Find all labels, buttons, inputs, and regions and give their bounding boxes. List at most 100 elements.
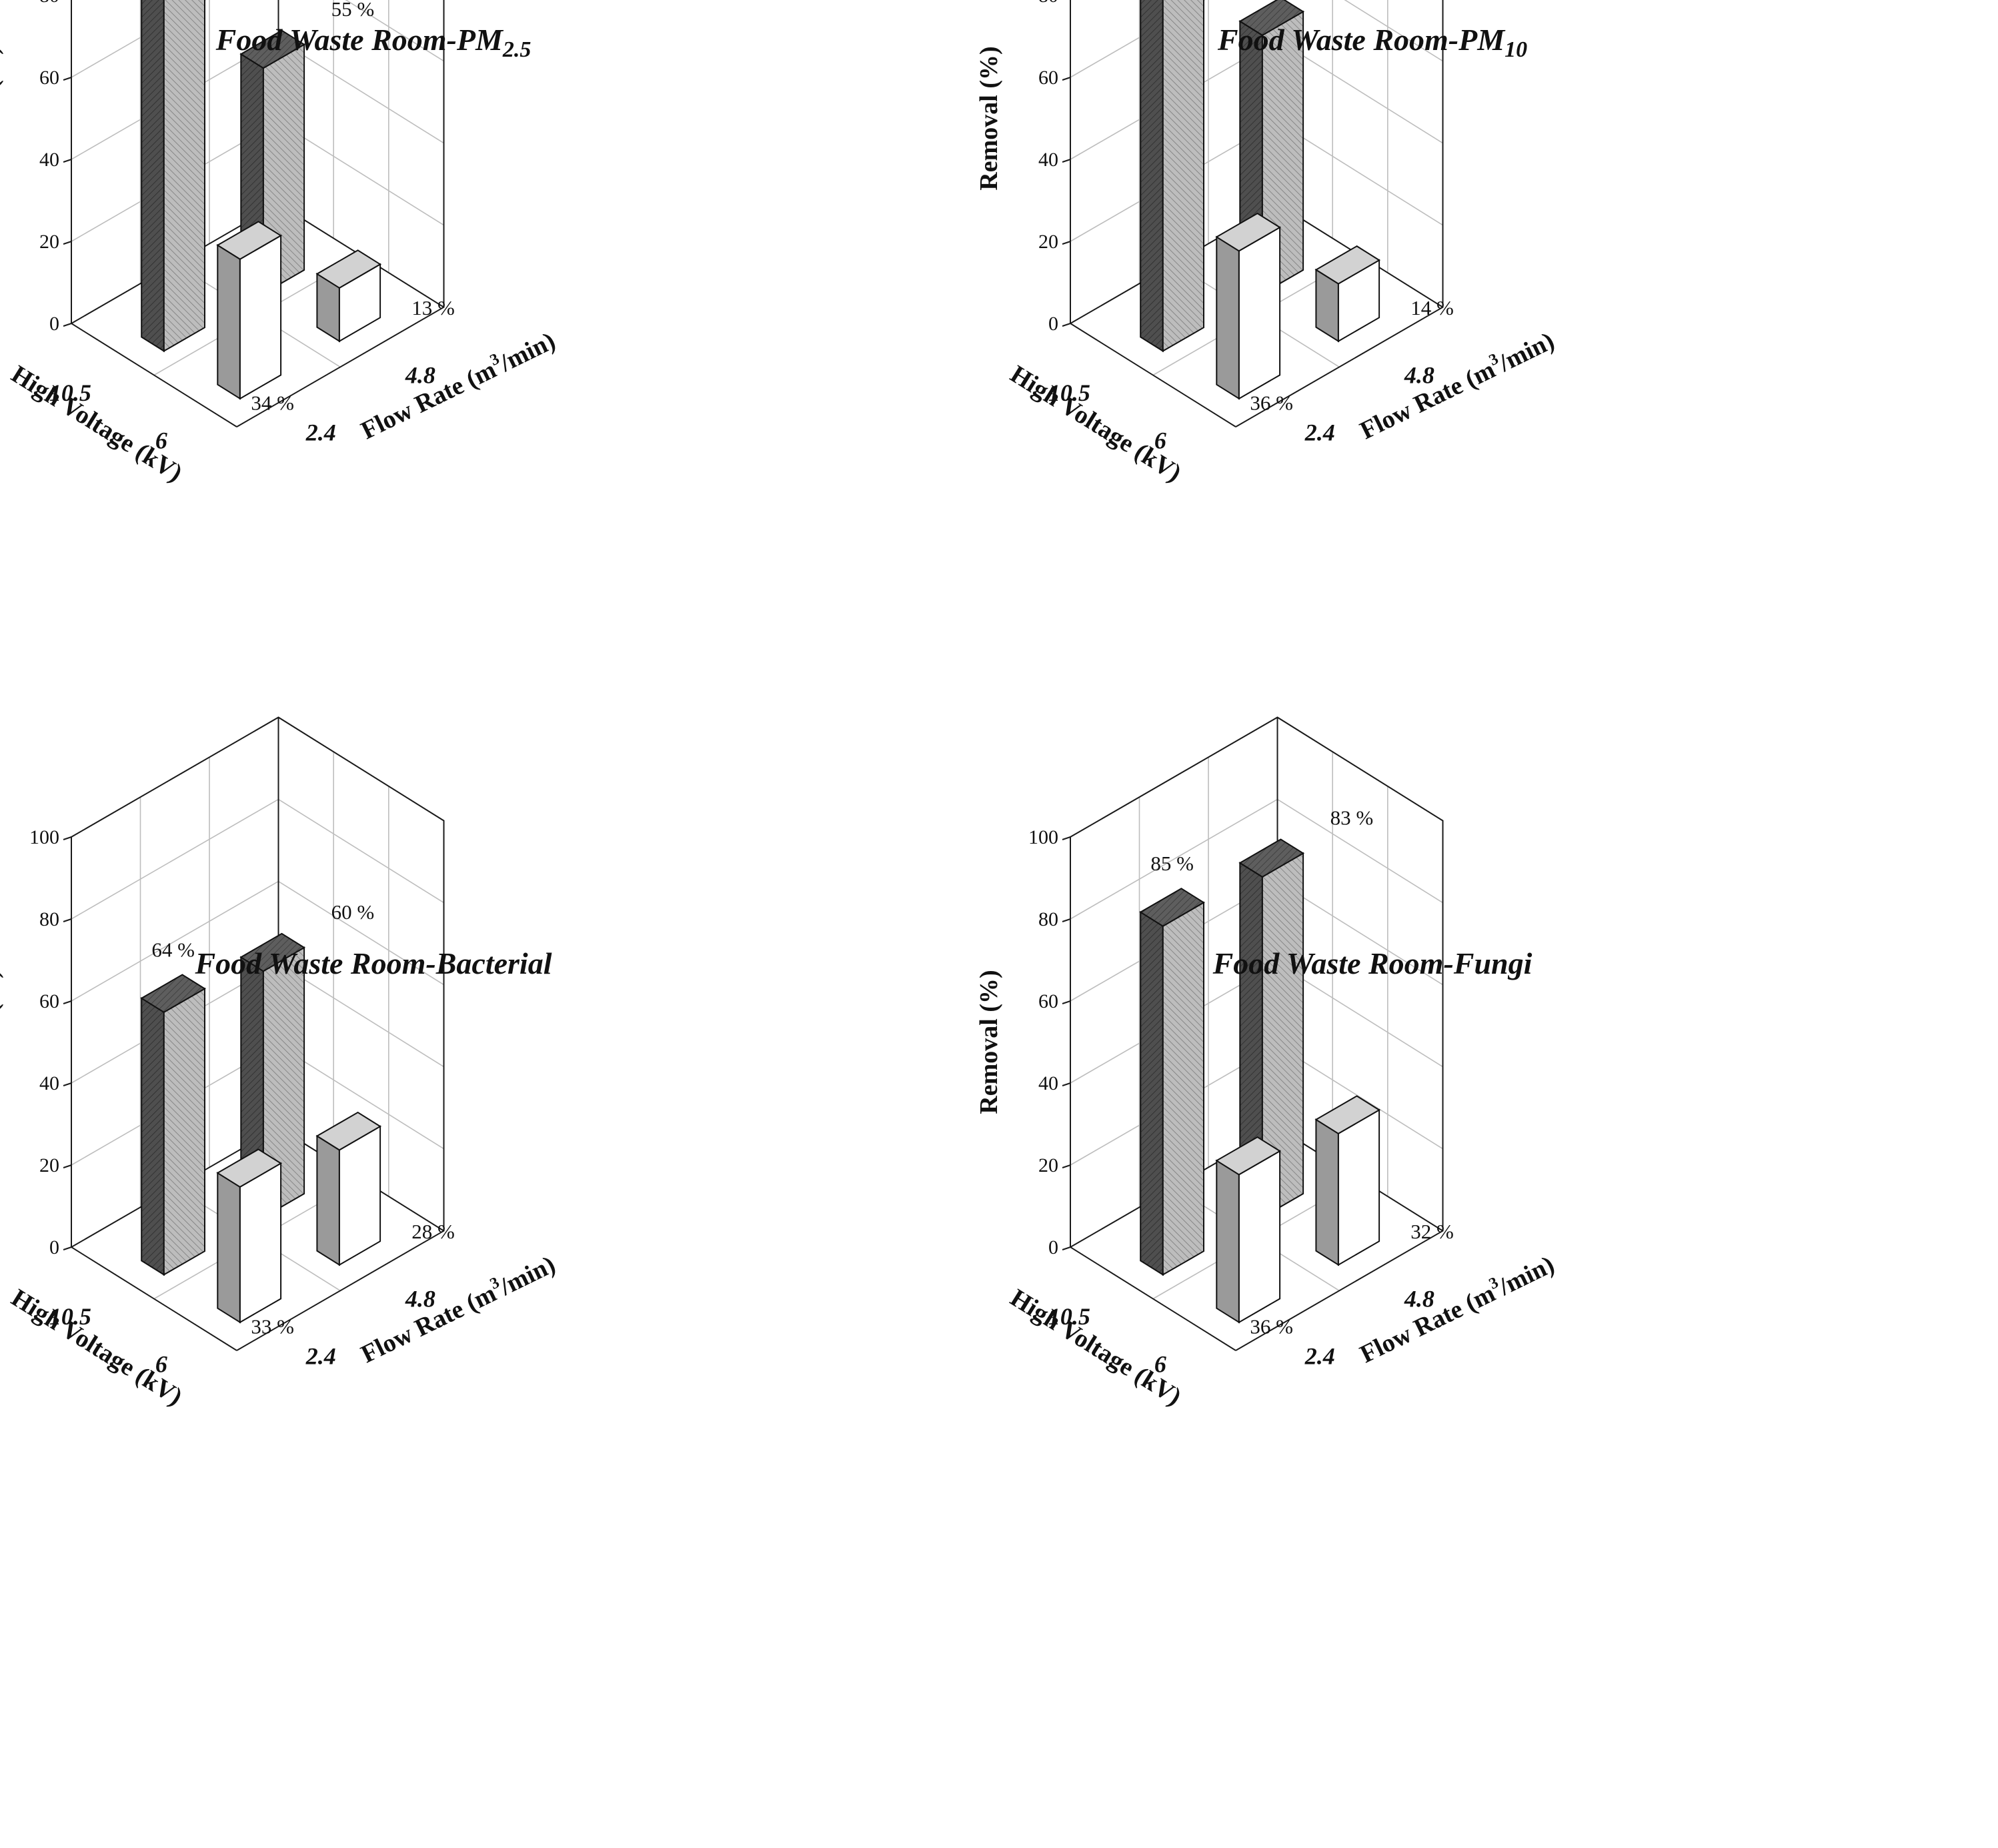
z-tick-label: 0 (49, 1236, 59, 1258)
z-tick (1062, 1164, 1071, 1168)
z-axis-title: Removal (%) (0, 970, 4, 1114)
z-tick (63, 1000, 72, 1004)
bar-right-face (1337, 1108, 1380, 1266)
z-tick (63, 1164, 72, 1168)
z-tick (63, 241, 72, 245)
bar-top-face (1238, 838, 1305, 878)
z-tick (1062, 241, 1071, 245)
flow-category-label: 4.8 (1404, 1285, 1434, 1312)
bar-left-face (1140, 910, 1164, 1276)
bar-right-face (1162, 901, 1204, 1276)
bar (315, 249, 382, 343)
bar-top-face (1314, 1095, 1381, 1134)
z-axis-title: Removal (%) (0, 46, 4, 190)
bar-top-face (315, 1111, 382, 1151)
bar-top-face (315, 249, 382, 289)
bar (1140, 0, 1204, 353)
z-tick (63, 323, 72, 327)
bar-top-face (239, 29, 306, 69)
chart-3d-bar: 0 20 40 60 80 100 85 % 83 % 36 % 32 % 10.5 6 2.4 4.8 R… (975, 716, 1559, 1411)
z-tick-label: 0 (1048, 313, 1058, 335)
z-tick-label: 0 (1048, 1236, 1058, 1258)
voltage-category-label: 10.5 (49, 1303, 91, 1330)
voltage-category-label: 10.5 (49, 379, 91, 406)
z-tick-label: 20 (1038, 231, 1058, 253)
z-tick-label: 40 (39, 1072, 59, 1094)
z-tick-label: 20 (39, 1154, 59, 1176)
bar-right-face (163, 0, 205, 353)
bar (315, 1111, 382, 1266)
bar-value-label: 83 % (1330, 806, 1374, 830)
z-tick-label: 20 (39, 231, 59, 253)
z-tick-label: 80 (1038, 0, 1058, 7)
z-tick (1062, 1082, 1071, 1086)
z-tick-label: 80 (39, 908, 59, 930)
bar-top-face (1139, 888, 1205, 927)
bar-top-face (1215, 212, 1282, 252)
z-tick-label: 60 (39, 990, 59, 1012)
bar-top-face (1215, 1136, 1282, 1176)
z-tick (63, 1082, 72, 1086)
bar-right-face (1238, 226, 1281, 400)
z-tick-label: 60 (39, 67, 59, 89)
chart-3d-bar: 02040608010089 %55 %34 %13 %10.562.44.8R… (0, 0, 560, 488)
bar-top-face (216, 221, 283, 260)
chart-panel: 02040608010090 %63 %36 %14 %10.562.44.8R… (975, 0, 1998, 924)
chart-panel: 02040608010089 %55 %34 %13 %10.562.44.8R… (0, 0, 999, 924)
voltage-category-label: 6 (155, 427, 167, 453)
x-axis-title: Flow Rate (m3/min) (356, 1248, 560, 1368)
chart-title: Food Waste Room-PM10 (1217, 23, 1527, 62)
bar-value-label: 33 % (251, 1315, 294, 1338)
bar-left-face (141, 996, 165, 1276)
z-tick-label: 80 (39, 0, 59, 7)
bar (216, 221, 283, 400)
bar-right-face (163, 987, 205, 1276)
bar-right-face (1162, 0, 1204, 353)
flow-category-label: 2.4 (305, 419, 336, 446)
flow-category-label: 4.8 (405, 361, 435, 388)
flow-category-label: 4.8 (1404, 361, 1434, 388)
bar-top-face (140, 974, 206, 1013)
bar-value-label: 64 % (151, 938, 195, 961)
z-tick (63, 77, 72, 81)
bar-value-label: 28 % (411, 1220, 455, 1243)
bar-left-face (1216, 235, 1240, 400)
z-tick-label: 100 (29, 826, 59, 848)
z-tick-label: 60 (1038, 990, 1058, 1012)
z-tick-label: 40 (1038, 149, 1058, 171)
chart-title: Food Waste Room-PM2.5 (215, 23, 532, 62)
bar-right-face (239, 234, 282, 400)
bar (216, 1148, 283, 1324)
z-tick-label: 20 (1038, 1154, 1058, 1176)
bar-top-face (216, 1148, 283, 1188)
voltage-category-label: 6 (155, 1350, 167, 1377)
voltage-category-label: 6 (1154, 427, 1166, 453)
x-axis-title: Flow Rate (m3/min) (356, 325, 560, 445)
z-tick (63, 836, 72, 840)
bar-top-face (1238, 0, 1305, 37)
chart-title: Food Waste Room-Bacterial (195, 946, 552, 980)
bar-value-label: 13 % (411, 296, 455, 319)
x-axis-title: Flow Rate (m3/min) (1355, 1248, 1559, 1368)
bar (1314, 1095, 1381, 1266)
z-axis-title: Removal (%) (975, 970, 1003, 1114)
bar-left-face (1140, 0, 1164, 353)
z-tick (1062, 918, 1071, 922)
flow-category-label: 2.4 (305, 1343, 336, 1370)
flow-category-label: 4.8 (405, 1285, 435, 1312)
z-tick (63, 159, 72, 163)
z-tick (1062, 1000, 1071, 1004)
bar-top-face (1314, 245, 1381, 285)
bar (1139, 888, 1205, 1276)
z-axis-title: Removal (%) (975, 46, 1003, 190)
chart-3d-bar: 02040608010090 %63 %36 %14 %10.562.44.8R… (975, 0, 1559, 488)
bar-value-label: 36 % (1250, 1315, 1293, 1338)
bar (1238, 838, 1305, 1219)
bar-left-face (1216, 1159, 1240, 1324)
chart-3d-bar: 0 20 40 60 80 100 64 % 60 % 33 % 28 % 10.5 6 2.4 4.8 R… (0, 716, 560, 1411)
z-tick (63, 1246, 72, 1250)
voltage-category-label: 6 (1154, 1350, 1166, 1377)
flow-category-label: 2.4 (1304, 419, 1335, 446)
bar (1215, 212, 1282, 400)
z-tick-label: 40 (1038, 1072, 1058, 1094)
